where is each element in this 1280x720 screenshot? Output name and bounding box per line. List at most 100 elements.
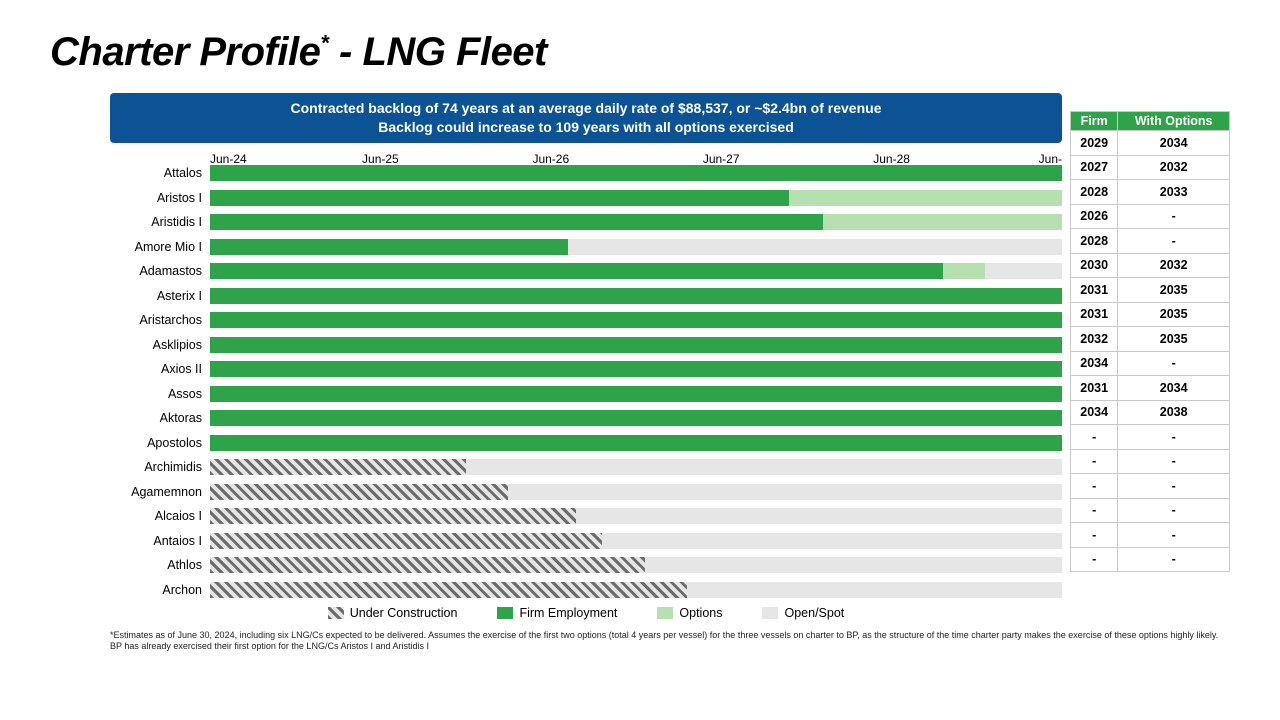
bar-track	[210, 189, 1062, 207]
vessel-row: Agamemnon	[110, 479, 1062, 504]
cell-firm: 2034	[1071, 400, 1118, 425]
vessel-label: Archon	[110, 583, 210, 597]
cell-firm: 2027	[1071, 155, 1118, 180]
cell-options: 2032	[1118, 155, 1230, 180]
bar-track	[210, 238, 1062, 256]
segment-firm	[210, 435, 1062, 451]
vessel-row: Athlos	[110, 553, 1062, 578]
segment-firm	[210, 410, 1062, 426]
vessel-row: Axios II	[110, 357, 1062, 382]
cell-firm: -	[1071, 523, 1118, 548]
legend-options: Options	[657, 606, 722, 620]
bar-track	[210, 581, 1062, 599]
segment-open	[985, 263, 1062, 279]
table-row: 20322035	[1071, 327, 1230, 352]
bar-track	[210, 434, 1062, 452]
segment-opt	[943, 263, 986, 279]
legend: Under Construction Firm Employment Optio…	[110, 606, 1062, 620]
segment-opt	[823, 214, 1062, 230]
segment-open	[602, 533, 1062, 549]
segment-open	[568, 239, 1062, 255]
th-options: With Options	[1118, 112, 1230, 131]
segment-uc	[210, 582, 687, 598]
segment-uc	[210, 533, 602, 549]
footnote: *Estimates as of June 30, 2024, includin…	[110, 630, 1230, 653]
bar-track	[210, 311, 1062, 329]
cell-firm: -	[1071, 547, 1118, 572]
vessel-label: Alcaios I	[110, 509, 210, 523]
segment-open	[687, 582, 1062, 598]
cell-options: 2034	[1118, 131, 1230, 156]
vessel-label: Aristidis I	[110, 215, 210, 229]
segment-open	[576, 508, 1062, 524]
banner: Contracted backlog of 74 years at an ave…	[110, 93, 1062, 143]
cell-firm: -	[1071, 449, 1118, 474]
vessel-row: Aristidis I	[110, 210, 1062, 235]
vessel-row: Attalos	[110, 161, 1062, 186]
bar-track	[210, 360, 1062, 378]
legend-under-construction: Under Construction	[328, 606, 458, 620]
table-row: --	[1071, 547, 1230, 572]
vessel-row: Adamastos	[110, 259, 1062, 284]
table-row: --	[1071, 474, 1230, 499]
swatch-opt-icon	[657, 607, 673, 619]
cell-firm: 2029	[1071, 131, 1118, 156]
cell-firm: 2028	[1071, 180, 1118, 205]
table-row: --	[1071, 449, 1230, 474]
vessel-row: Alcaios I	[110, 504, 1062, 529]
legend-open-label: Open/Spot	[784, 606, 844, 620]
bar-track	[210, 287, 1062, 305]
cell-options: 2035	[1118, 302, 1230, 327]
vessel-row: Aktoras	[110, 406, 1062, 431]
cell-options: -	[1118, 449, 1230, 474]
cell-firm: -	[1071, 474, 1118, 499]
vessel-row: Archimidis	[110, 455, 1062, 480]
segment-firm	[210, 386, 1062, 402]
vessel-row: Antaios I	[110, 528, 1062, 553]
vessel-label: Apostolos	[110, 436, 210, 450]
cell-firm: -	[1071, 498, 1118, 523]
cell-firm: 2031	[1071, 302, 1118, 327]
bar-track	[210, 532, 1062, 550]
cell-options: -	[1118, 204, 1230, 229]
legend-open: Open/Spot	[762, 606, 844, 620]
vessel-label: Attalos	[110, 166, 210, 180]
bar-track	[210, 213, 1062, 231]
cell-options: -	[1118, 229, 1230, 254]
segment-firm	[210, 214, 823, 230]
cell-options: -	[1118, 498, 1230, 523]
expiry-table: Firm With Options 2029203420272032202820…	[1070, 111, 1230, 572]
vessel-row: Apostolos	[110, 430, 1062, 455]
table-row: --	[1071, 425, 1230, 450]
swatch-uc-icon	[328, 607, 344, 619]
cell-firm: 2028	[1071, 229, 1118, 254]
bar-track	[210, 164, 1062, 182]
bar-track	[210, 507, 1062, 525]
cell-options: 2032	[1118, 253, 1230, 278]
segment-firm	[210, 263, 943, 279]
cell-options: 2033	[1118, 180, 1230, 205]
cell-firm: 2026	[1071, 204, 1118, 229]
cell-options: -	[1118, 547, 1230, 572]
title-suffix: - LNG Fleet	[328, 30, 546, 74]
slide: Charter Profile* - LNG Fleet Contracted …	[0, 0, 1280, 662]
vessel-label: Aktoras	[110, 411, 210, 425]
cell-options: -	[1118, 474, 1230, 499]
x-axis: Jun-24Jun-25Jun-26Jun-27Jun-28Jun-29	[110, 143, 1062, 161]
vessel-label: Agamemnon	[110, 485, 210, 499]
title-prefix: Charter Profile	[50, 30, 320, 74]
cell-firm: 2031	[1071, 278, 1118, 303]
vessel-row: Amore Mio I	[110, 234, 1062, 259]
page-title: Charter Profile* - LNG Fleet	[50, 30, 1230, 75]
segment-firm	[210, 312, 1062, 328]
segment-firm	[210, 190, 789, 206]
vessel-label: Amore Mio I	[110, 240, 210, 254]
bar-track	[210, 385, 1062, 403]
vessel-label: Athlos	[110, 558, 210, 572]
vessel-label: Antaios I	[110, 534, 210, 548]
table-row: 20312035	[1071, 302, 1230, 327]
gantt-rows: AttalosAristos IAristidis IAmore Mio IAd…	[110, 161, 1062, 602]
segment-opt	[789, 190, 1062, 206]
banner-line-2: Backlog could increase to 109 years with…	[120, 118, 1052, 137]
bar-track	[210, 262, 1062, 280]
